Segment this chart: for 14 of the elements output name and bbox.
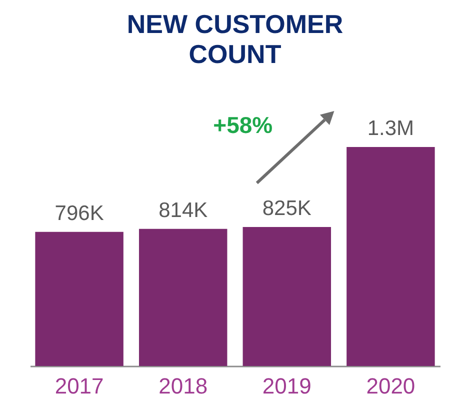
data-label: 814K	[158, 198, 208, 222]
data-label: 796K	[54, 202, 104, 225]
chart-title: NEW CUSTOMER COUNT	[126, 9, 344, 69]
bar	[35, 232, 124, 366]
bar	[242, 227, 332, 366]
x-tick-label: 2019	[262, 374, 312, 398]
bar	[138, 228, 228, 366]
data-label: 825K	[262, 197, 312, 220]
text: +58%	[213, 112, 273, 138]
x-tick-label: 2018	[158, 374, 208, 398]
x-tick-label: 2017	[54, 374, 104, 398]
x-tick-label: 2020	[366, 374, 416, 398]
bar	[346, 147, 435, 366]
data-label: 1.3M	[367, 117, 414, 140]
